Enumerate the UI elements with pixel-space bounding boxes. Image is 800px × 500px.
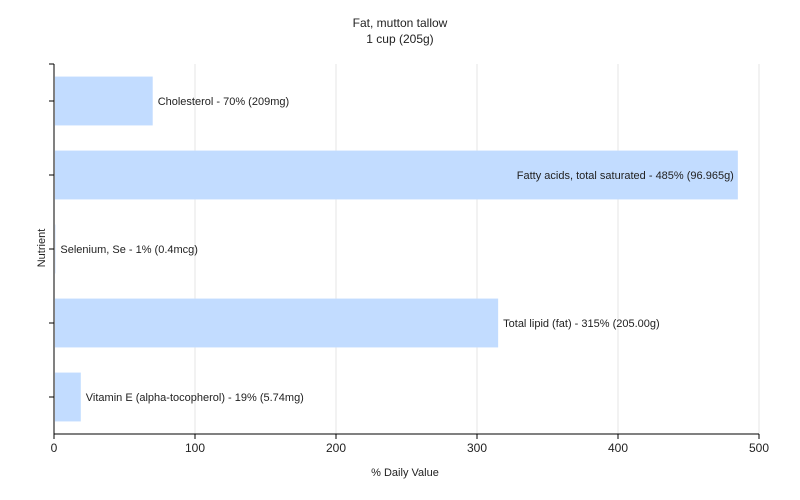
x-tick-label-3: 300 [467,441,487,455]
chart-title: Fat, mutton tallow [352,16,448,30]
x-tick-label-4: 400 [608,441,628,455]
axes: 0 100 200 300 400 500 [49,63,769,455]
bar-label-3: Total lipid (fat) - 315% (205.00g) [503,318,660,330]
x-tick-label-1: 100 [185,441,205,455]
bar-3 [55,298,499,348]
chart-subtitle: 1 cup (205g) [366,32,434,46]
x-tick-label-2: 200 [326,441,346,455]
bar-labels: Cholesterol - 70% (209mg) Fatty acids, to… [60,96,733,404]
bar-1 [55,150,738,200]
bar-label-1: Fatty acids, total saturated - 485% (96.… [517,170,734,182]
bars [55,76,738,422]
gridlines [194,64,760,434]
bar-label-4: Vitamin E (alpha-tocopherol) - 19% (5.74… [86,392,304,404]
y-axis-label: Nutrient [36,229,48,268]
x-tick-label-0: 0 [51,441,58,455]
bar-label-2: Selenium, Se - 1% (0.4mcg) [60,244,198,256]
x-axis-label: % Daily Value [371,467,439,479]
bar-0 [55,76,153,126]
bar-label-0: Cholesterol - 70% (209mg) [158,96,289,108]
bar-4 [55,372,81,422]
x-tick-label-5: 500 [749,441,769,455]
